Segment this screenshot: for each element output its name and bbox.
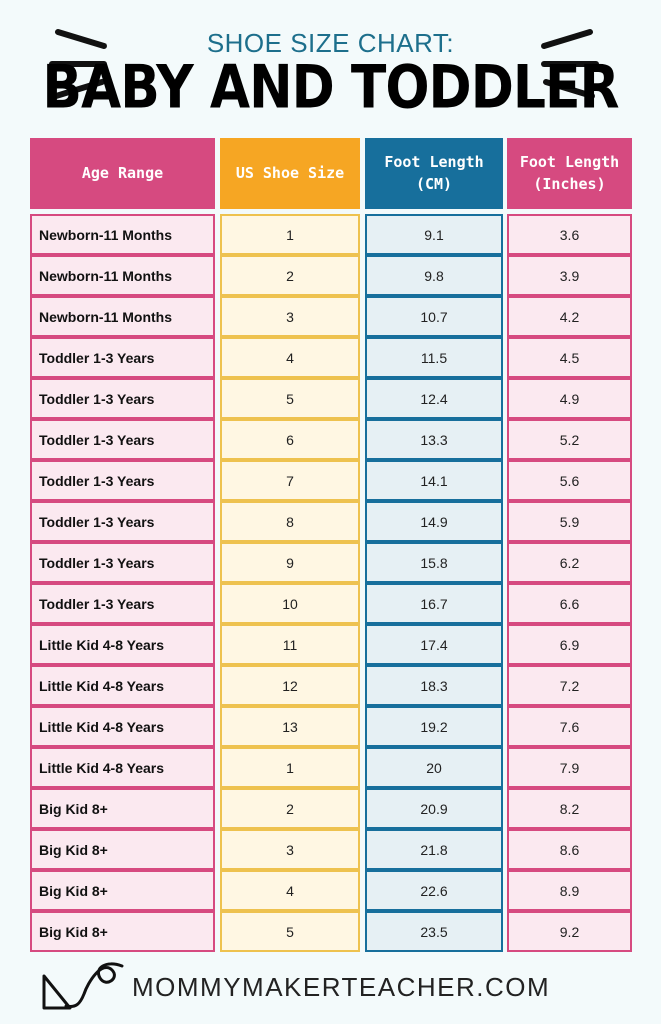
cell-foot-length-cm: 23.5: [365, 911, 503, 952]
cell-foot-length-inches: 8.2: [507, 788, 632, 829]
cell-age-range: Little Kid 4-8 Years: [30, 665, 215, 706]
cell-us-shoe-size: 7: [220, 460, 360, 501]
cell-foot-length-inches: 6.6: [507, 583, 632, 624]
website-url: MOMMYMAKERTEACHER.COM: [132, 972, 551, 1002]
cell-foot-length-cm: 14.1: [365, 460, 503, 501]
cell-foot-length-inches: 6.9: [507, 624, 632, 665]
cell-age-range: Big Kid 8+: [30, 829, 215, 870]
cell-us-shoe-size: 3: [220, 829, 360, 870]
cell-foot-length-inches: 3.9: [507, 255, 632, 296]
cell-age-range: Toddler 1-3 Years: [30, 542, 215, 583]
cell-foot-length-inches: 9.2: [507, 911, 632, 952]
column-age-range: Age Range Newborn-11 Months Newborn-11 Mon…: [30, 138, 215, 952]
cell-foot-length-cm: 11.5: [365, 337, 503, 378]
cell-us-shoe-size: 12: [220, 665, 360, 706]
cell-us-shoe-size: 2: [220, 788, 360, 829]
cell-foot-length-cm: 15.8: [365, 542, 503, 583]
cell-foot-length-inches: 5.9: [507, 501, 632, 542]
cell-foot-length-cm: 10.7: [365, 296, 503, 337]
cell-foot-length-inches: 4.2: [507, 296, 632, 337]
cell-age-range: Big Kid 8+: [30, 788, 215, 829]
cell-foot-length-cm: 17.4: [365, 624, 503, 665]
cell-foot-length-inches: 6.2: [507, 542, 632, 583]
cell-age-range: Big Kid 8+: [30, 870, 215, 911]
column-us-shoe-size: US Shoe Size 1 2 3 4 5 6 7 8 9 10 11 12 13 1 2 3 4 5: [220, 138, 360, 952]
header-us-shoe-size: US Shoe Size: [220, 138, 360, 209]
cell-age-range: Newborn-11 Months: [30, 214, 215, 255]
cell-us-shoe-size: 13: [220, 706, 360, 747]
cell-us-shoe-size: 11: [220, 624, 360, 665]
cell-foot-length-inches: 7.9: [507, 747, 632, 788]
cell-foot-length-inches: 7.6: [507, 706, 632, 747]
cell-us-shoe-size: 5: [220, 911, 360, 952]
cell-us-shoe-size: 1: [220, 214, 360, 255]
cell-foot-length-cm: 9.8: [365, 255, 503, 296]
cell-age-range: Newborn-11 Months: [30, 296, 215, 337]
curly-arrow-icon: [42, 962, 124, 1010]
cell-foot-length-inches: 5.2: [507, 419, 632, 460]
burst-lines-icon: [541, 29, 599, 99]
cell-foot-length-cm: 20.9: [365, 788, 503, 829]
cell-us-shoe-size: 5: [220, 378, 360, 419]
cell-us-shoe-size: 10: [220, 583, 360, 624]
cell-foot-length-cm: 16.7: [365, 583, 503, 624]
cell-foot-length-inches: 8.9: [507, 870, 632, 911]
cell-foot-length-inches: 3.6: [507, 214, 632, 255]
cell-foot-length-cm: 9.1: [365, 214, 503, 255]
cell-age-range: Toddler 1-3 Years: [30, 460, 215, 501]
cell-age-range: Little Kid 4-8 Years: [30, 747, 215, 788]
cell-foot-length-cm: 13.3: [365, 419, 503, 460]
cell-age-range: Little Kid 4-8 Years: [30, 624, 215, 665]
cell-us-shoe-size: 1: [220, 747, 360, 788]
cell-foot-length-inches: 4.9: [507, 378, 632, 419]
cell-foot-length-inches: 4.5: [507, 337, 632, 378]
cell-us-shoe-size: 4: [220, 870, 360, 911]
cell-foot-length-inches: 7.2: [507, 665, 632, 706]
cell-us-shoe-size: 9: [220, 542, 360, 583]
header-foot-length-inches: Foot Length (Inches): [507, 138, 632, 209]
cell-us-shoe-size: 6: [220, 419, 360, 460]
cell-us-shoe-size: 4: [220, 337, 360, 378]
cell-age-range: Toddler 1-3 Years: [30, 419, 215, 460]
cell-age-range: Toddler 1-3 Years: [30, 501, 215, 542]
header-age-range: Age Range: [30, 138, 215, 209]
chart-subtitle: SHOE SIZE CHART:: [206, 28, 455, 58]
cell-age-range: Big Kid 8+: [30, 911, 215, 952]
cell-foot-length-cm: 21.8: [365, 829, 503, 870]
header-foot-length-cm: Foot Length (CM): [365, 138, 503, 209]
cell-foot-length-inches: 5.6: [507, 460, 632, 501]
cell-foot-length-cm: 22.6: [365, 870, 503, 911]
cell-age-range: Toddler 1-3 Years: [30, 583, 215, 624]
cell-foot-length-cm: 12.4: [365, 378, 503, 419]
cell-foot-length-cm: 18.3: [365, 665, 503, 706]
cell-foot-length-inches: 8.6: [507, 829, 632, 870]
cell-foot-length-cm: 19.2: [365, 706, 503, 747]
column-foot-length-cm: Foot Length (CM) 9.1 9.8 10.7 11.5 12.4 13.3 14…: [365, 138, 503, 952]
cell-us-shoe-size: 3: [220, 296, 360, 337]
cell-age-range: Toddler 1-3 Years: [30, 378, 215, 419]
cell-age-range: Toddler 1-3 Years: [30, 337, 215, 378]
burst-lines-icon: [49, 29, 107, 99]
cell-foot-length-cm: 14.9: [365, 501, 503, 542]
cell-us-shoe-size: 8: [220, 501, 360, 542]
chart-title: BABY AND TODDLER: [42, 53, 619, 123]
cell-age-range: Little Kid 4-8 Years: [30, 706, 215, 747]
column-foot-length-inches: Foot Length (Inches) 3.6 3.9 4.2 4.5 4.9 5.2 5.…: [507, 138, 632, 952]
cell-us-shoe-size: 2: [220, 255, 360, 296]
cell-foot-length-cm: 20: [365, 747, 503, 788]
cell-age-range: Newborn-11 Months: [30, 255, 215, 296]
